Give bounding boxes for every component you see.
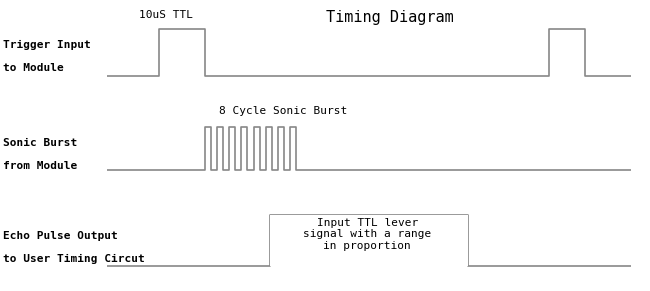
Text: 8 Cycle Sonic Burst: 8 Cycle Sonic Burst (218, 106, 347, 116)
Text: Sonic Burst: Sonic Burst (3, 138, 77, 148)
Text: Trigger Input: Trigger Input (3, 40, 91, 50)
Text: Timing Diagram: Timing Diagram (326, 10, 454, 25)
Text: Echo Pulse Output: Echo Pulse Output (3, 231, 118, 241)
Text: to Module: to Module (3, 63, 64, 73)
Text: to User Timing Circut: to User Timing Circut (3, 254, 145, 264)
Text: Input TTL lever
signal with a range
in proportion: Input TTL lever signal with a range in p… (303, 218, 432, 251)
Bar (270, 215, 468, 266)
Text: 10uS TTL: 10uS TTL (138, 10, 193, 20)
Text: from Module: from Module (3, 161, 77, 171)
